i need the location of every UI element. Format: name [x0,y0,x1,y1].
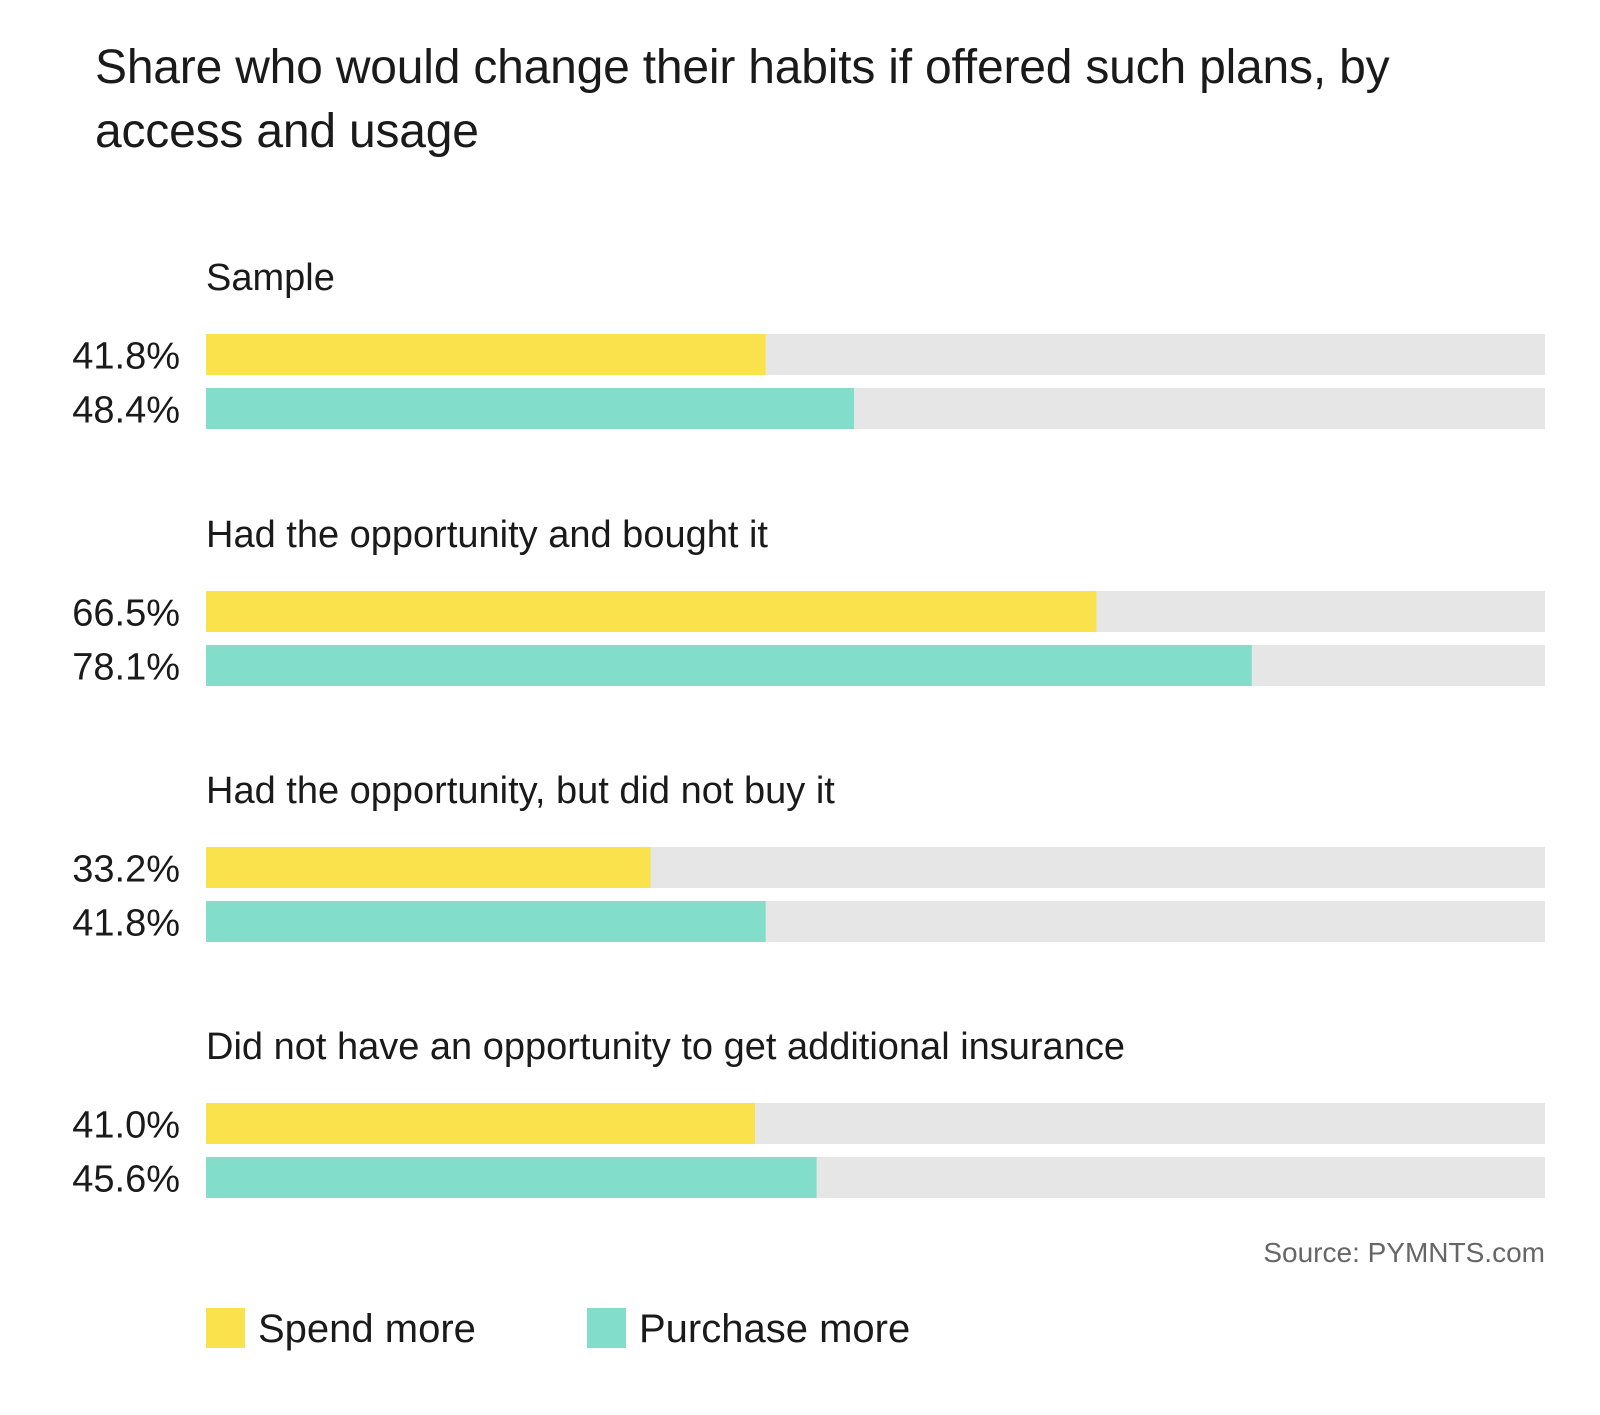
bar-group: Sample 41.8% 48.4% [72,257,1545,432]
legend-item: Purchase more [587,1307,910,1351]
bar-group: Had the opportunity and bought it 66.5% 78… [72,514,1545,689]
data-label: 33.2% [72,849,180,891]
chart-title: Share who would change their habits if o… [95,41,1390,158]
bar-group: Had the opportunity, but did not buy it 3… [72,770,1545,945]
spend-more-bar [206,847,651,888]
purchase-more-bar [206,901,766,942]
legend-label: Purchase more [639,1307,910,1351]
category-label: Did not have an opportunity to get addit… [206,1026,1125,1068]
spend-more-bar [206,1103,755,1144]
category-label: Sample [206,257,335,299]
data-label: 48.4% [72,390,180,432]
legend: Spend more Purchase more [206,1307,910,1351]
legend-item: Spend more [206,1307,476,1351]
spend-more-bar [206,591,1097,632]
data-label: 78.1% [72,647,180,689]
data-label: 41.0% [72,1105,180,1147]
purchase-more-bar [206,645,1252,686]
category-label: Had the opportunity and bought it [206,514,768,556]
category-label: Had the opportunity, but did not buy it [206,770,835,812]
bar-groups: Sample 41.8% 48.4% Had the opportunity and … [72,257,1545,1201]
data-label: 41.8% [72,903,180,945]
purchase-more-bar [206,1157,817,1198]
purchase-more-bar [206,388,855,429]
source-note: Source: PYMNTS.com [1263,1237,1545,1268]
data-label: 45.6% [72,1159,180,1201]
legend-label: Spend more [258,1307,476,1351]
legend-swatch [587,1308,626,1348]
data-label: 41.8% [72,336,180,378]
legend-swatch [206,1308,245,1348]
data-label: 66.5% [72,593,180,635]
spend-more-bar [206,334,766,375]
bar-group: Did not have an opportunity to get addit… [72,1026,1545,1201]
